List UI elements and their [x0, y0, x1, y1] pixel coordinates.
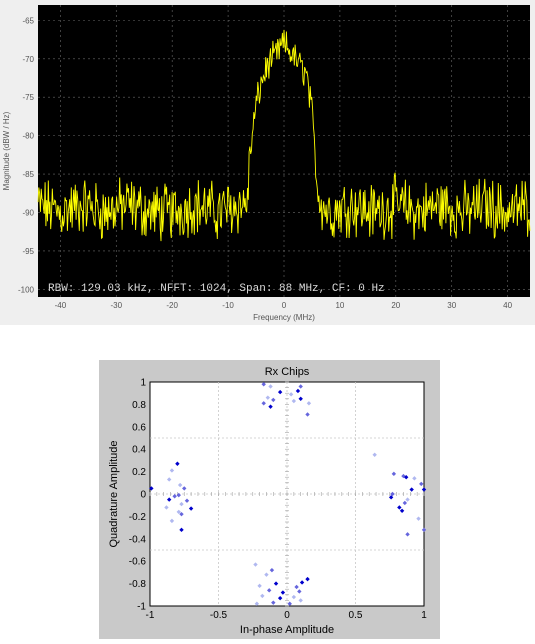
spectrum-y-tick-label: -90: [22, 208, 34, 217]
spectrum-y-tick-label: -80: [22, 132, 34, 141]
constellation-chart: Rx Chips 1 0.8 0.6 0.4 0.2 0 -0.2 -0.4 -0.6 -0.8 -…: [108, 366, 427, 636]
spectrum-y-tick-label: -95: [22, 247, 34, 256]
constellation-point: [298, 384, 303, 389]
constellation-panel: Rx Chips 1 0.8 0.6 0.4 0.2 0 -0.2 -0.4 -0.6 -0.8 -…: [99, 360, 440, 639]
spectrum-x-tick-label: 30: [447, 301, 456, 310]
spectrum-x-tick-label: -20: [166, 301, 178, 310]
constellation-y-tick-label: 0.6: [132, 422, 146, 433]
constellation-point: [265, 395, 271, 400]
constellation-point: [268, 404, 273, 409]
constellation-y-tick-label: 0.8: [132, 400, 146, 411]
constellation-point: [166, 497, 172, 502]
constellation-y-tick-label: 0: [140, 490, 146, 501]
constellation-y-axis-label: Quadrature Amplitude: [108, 440, 120, 547]
constellation-point: [261, 382, 266, 387]
spectrum-y-tick-label: -75: [22, 93, 34, 102]
spectrum-annotation: RBW: 129.03 kHz, NFFT: 1024, Span: 88 MH…: [48, 283, 385, 295]
constellation-point: [391, 471, 397, 477]
constellation-x-tick-label: 0: [284, 610, 290, 621]
spectrum-x-tick-label: -30: [110, 301, 122, 310]
constellation-y-tick-label: -0.4: [129, 534, 147, 545]
constellation-point: [299, 580, 305, 585]
constellation-point: [298, 396, 303, 401]
constellation-point: [372, 452, 377, 457]
constellation-point: [176, 492, 181, 498]
constellation-y-tick-label: -1: [137, 602, 146, 613]
constellation-point: [166, 477, 172, 482]
constellation-x-tick-label: -0.5: [210, 610, 228, 621]
spectrum-y-tick-label: -70: [22, 55, 34, 64]
constellation-point: [388, 495, 394, 500]
constellation-point: [261, 401, 266, 406]
constellation-point: [169, 468, 175, 473]
constellation-point: [254, 601, 260, 606]
constellation-point: [175, 461, 180, 466]
constellation-y-tick-label: 1: [140, 378, 146, 389]
constellation-point: [403, 475, 409, 480]
constellation-x-tick-label: 1: [421, 610, 427, 621]
constellation-point: [287, 601, 292, 606]
constellation-point: [149, 486, 154, 491]
constellation-point: [419, 481, 424, 487]
spectrum-y-tick-label: -100: [18, 285, 35, 294]
constellation-point: [405, 497, 410, 502]
constellation-point: [298, 598, 303, 603]
constellation-point: [390, 491, 395, 497]
spectrum-x-tick-label: 0: [282, 301, 287, 310]
constellation-point: [179, 501, 184, 507]
constellation-y-tick-label: -0.6: [129, 557, 147, 568]
constellation-point: [291, 398, 297, 404]
constellation-point: [273, 581, 279, 586]
constellation-point: [305, 576, 310, 582]
constellation-x-tick-label: -1: [146, 610, 155, 621]
constellation-point: [402, 500, 408, 506]
constellation-y-tick-label: 0.2: [132, 467, 146, 478]
constellation-y-tick-label: -0.2: [129, 512, 147, 523]
constellation-y-tick-label: -0.8: [129, 579, 147, 590]
constellation-point: [399, 508, 405, 513]
constellation-point: [172, 494, 177, 499]
constellation-point: [164, 505, 169, 510]
constellation-x-axis-label: In-phase Amplitude: [240, 624, 334, 636]
spectrum-x-tick-label: -40: [55, 301, 67, 310]
spectrum-trace: [37, 29, 531, 242]
spectrum-analyzer-panel: -65 -70 -75 -80 -85 -90 -95 -100 -40 -30 -20 -10 0 1…: [0, 0, 535, 325]
constellation-point: [169, 518, 175, 524]
constellation-point: [306, 401, 312, 406]
constellation-point: [277, 389, 283, 395]
constellation-x-tick-label: 0.5: [349, 610, 363, 621]
spectrum-y-tick-label: -85: [22, 170, 34, 179]
constellation-point: [188, 506, 194, 511]
constellation-y-tick-label: 0.4: [132, 445, 146, 456]
constellation-point: [288, 392, 294, 397]
spectrum-x-axis-label: Frequency (MHz): [253, 313, 315, 322]
constellation-point: [266, 588, 272, 593]
constellation-point: [295, 388, 301, 394]
spectrum-y-axis-label: Magnitude (dBW / Hz): [2, 111, 11, 190]
spectrum-y-tick-label: -65: [22, 16, 34, 25]
constellation-point: [421, 487, 427, 492]
constellation-point: [271, 397, 276, 403]
constellation-point: [268, 384, 273, 389]
spectrum-x-tick-label: -10: [222, 301, 234, 310]
spectrum-x-tick-label: 40: [503, 301, 512, 310]
constellation-point: [305, 412, 310, 417]
constellation-point: [397, 505, 402, 510]
constellation-title: Rx Chips: [265, 366, 310, 378]
constellation-point: [177, 482, 183, 488]
spectrum-chart: -65-70-75-80-85-90-95-100 -40 -30 -20 -10 0 1…: [2, 5, 531, 322]
constellation-point: [412, 476, 417, 481]
constellation-point: [409, 487, 414, 492]
spectrum-x-tick-label: 10: [335, 301, 344, 310]
spectrum-x-tick-label: 20: [391, 301, 400, 310]
